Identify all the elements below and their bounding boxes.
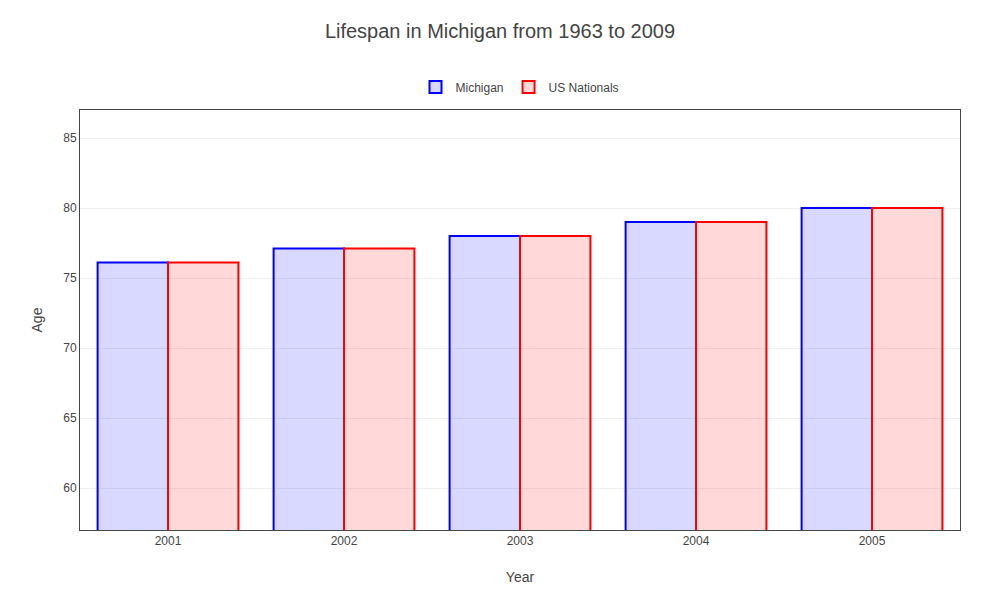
- svg-text:80: 80: [63, 201, 77, 215]
- svg-text:75: 75: [63, 271, 77, 285]
- svg-text:2001: 2001: [155, 534, 182, 548]
- svg-text:Lifespan in Michigan from 1963: Lifespan in Michigan from 1963 to 2009: [325, 20, 675, 42]
- svg-text:Age: Age: [29, 307, 45, 332]
- svg-text:2004: 2004: [683, 534, 710, 548]
- svg-text:2002: 2002: [331, 534, 358, 548]
- svg-text:2005: 2005: [859, 534, 886, 548]
- svg-text:Year: Year: [506, 569, 535, 585]
- svg-text:70: 70: [63, 341, 77, 355]
- svg-text:65: 65: [63, 411, 77, 425]
- svg-text:Michigan: Michigan: [456, 81, 504, 95]
- svg-text:US Nationals: US Nationals: [549, 81, 619, 95]
- svg-text:2003: 2003: [507, 534, 534, 548]
- svg-text:60: 60: [63, 481, 77, 495]
- svg-text:85: 85: [63, 131, 77, 145]
